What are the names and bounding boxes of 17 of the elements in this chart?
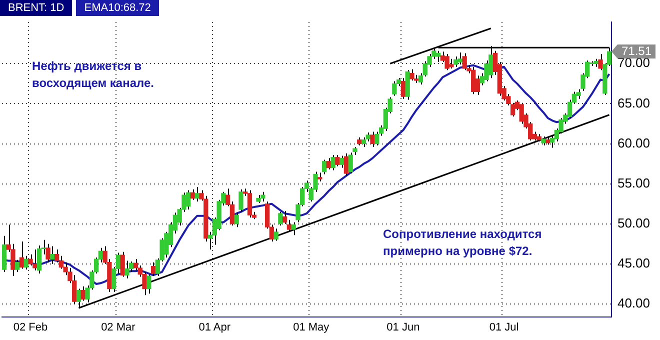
x-tick-label: 01 Jun: [386, 321, 420, 334]
y-tick-label: 50.00: [617, 215, 650, 230]
annotation: Нефть движется в восходящем канале.: [32, 58, 155, 92]
text: 71.51: [621, 44, 652, 58]
chart-title: BRENT: 1D: [0, 0, 72, 16]
y-tick-label: 65.00: [617, 95, 650, 110]
y-tick-label: 60.00: [617, 135, 650, 150]
y-tick-label: 55.00: [617, 175, 650, 190]
x-tick-label: 02 Mar: [101, 321, 136, 334]
x-tick-label: 01 Jul: [489, 321, 519, 334]
text: EMA10:68.72: [76, 0, 159, 16]
y-tick-label: 45.00: [617, 256, 650, 271]
annotation: Сопротивление находится примерно на уровне $72.: [383, 226, 543, 260]
x-tick-label: 01 Apr: [198, 321, 231, 334]
y-tick-label: 40.00: [617, 296, 650, 311]
x-tick-label: 02 Feb: [13, 321, 48, 334]
x-tick-label: 01 May: [293, 321, 330, 334]
